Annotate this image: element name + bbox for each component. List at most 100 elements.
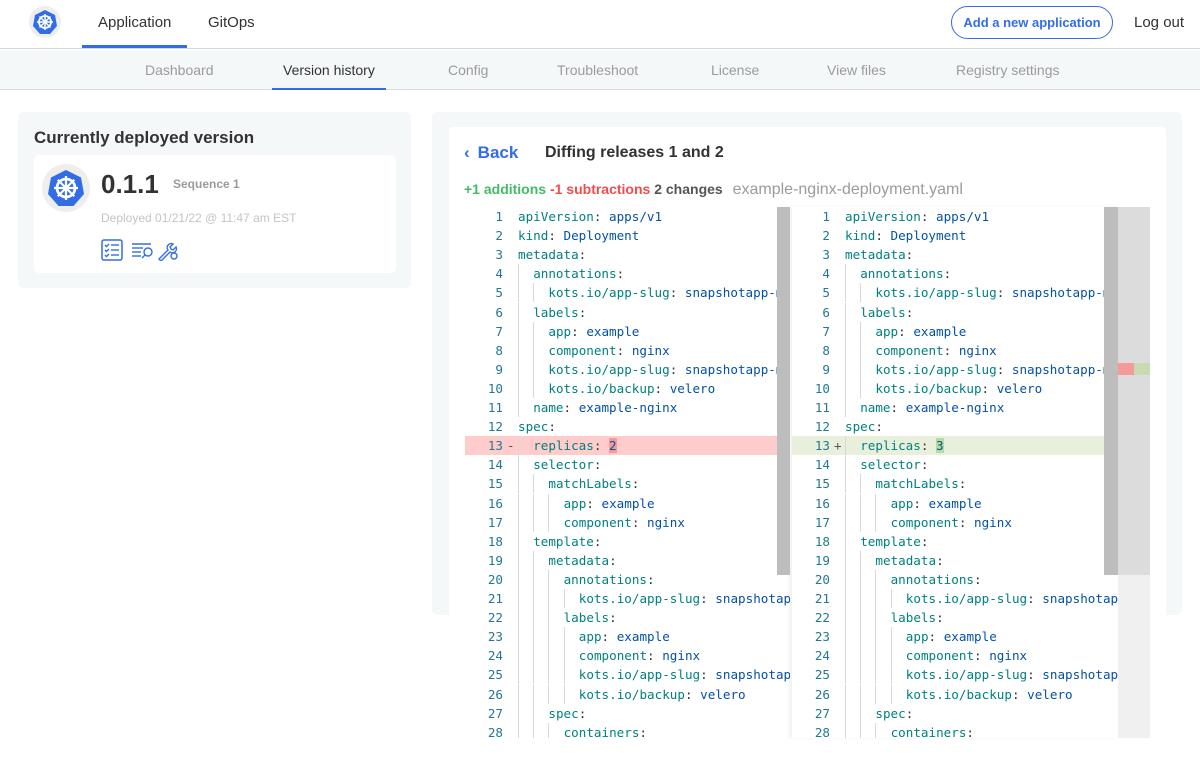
- indent-guide: [533, 321, 535, 341]
- indent-guide: [533, 608, 535, 628]
- indent-guide: [518, 608, 519, 628]
- line-number: 6: [495, 304, 503, 320]
- indent-guide: [518, 264, 519, 284]
- subtab-registry-settings[interactable]: Registry settings: [956, 62, 1060, 78]
- checklist-icon[interactable]: [101, 239, 123, 261]
- line-number: 3: [822, 247, 830, 263]
- line-number: 14: [487, 457, 503, 473]
- logout-link[interactable]: Log out: [1134, 14, 1185, 31]
- code-text: kots.io/app-slug: snapshotap: [905, 591, 1118, 606]
- indent-guide: [548, 569, 550, 589]
- line-number: 19: [487, 552, 503, 568]
- tab-gitops[interactable]: GitOps: [208, 14, 255, 31]
- code-line: 2 kind: Deployment: [465, 226, 790, 245]
- line-number: 8: [495, 342, 503, 358]
- indent-guide: [845, 627, 846, 647]
- log-search-icon[interactable]: [131, 239, 155, 261]
- line-number: 23: [814, 629, 830, 645]
- add-application-button[interactable]: Add a new application: [951, 6, 1113, 39]
- kubernetes-logo-icon[interactable]: [29, 6, 61, 38]
- subtab-license[interactable]: License: [711, 62, 760, 78]
- indent-guide: [518, 589, 519, 609]
- indent-guide: [845, 436, 846, 456]
- diff-marker: +: [834, 438, 842, 454]
- right-scrollbar[interactable]: [1104, 207, 1118, 575]
- code-text: annotations:: [563, 571, 655, 587]
- code-line: 4 annotations:: [792, 264, 1118, 284]
- code-line: 13 + replicas: 3: [792, 436, 1118, 456]
- indent-guide: [875, 722, 877, 738]
- line-number: 26: [814, 686, 830, 702]
- subtab-dashboard[interactable]: Dashboard: [145, 62, 214, 78]
- indent-guide: [875, 512, 877, 532]
- code-line: 14 selector:: [465, 455, 790, 475]
- code-line: 8 component: nginx: [792, 340, 1118, 360]
- top-bar: Application GitOps Add a new application…: [0, 0, 1200, 49]
- tab-application[interactable]: Application: [82, 14, 188, 48]
- indent-guide: [860, 589, 862, 609]
- line-number: 21: [487, 591, 503, 606]
- indent-guide: [845, 589, 846, 609]
- code-line: 5 kots.io/app-slug: snapshotapp-mu: [465, 283, 790, 303]
- line-number: 27: [487, 705, 503, 721]
- back-button[interactable]: ‹ Back: [464, 143, 519, 162]
- code-line: 15 matchLabels:: [465, 474, 790, 494]
- subtab-version-history[interactable]: Version history: [272, 62, 386, 90]
- indent-guide: [845, 569, 846, 589]
- overview-ruler[interactable]: [1118, 207, 1150, 575]
- subtab-view-files[interactable]: View files: [827, 62, 886, 78]
- code-text: metadata:: [518, 247, 587, 263]
- line-number: 4: [495, 266, 503, 282]
- code-line: 25 kots.io/app-slug: snapshotap: [792, 665, 1118, 685]
- code-line: 9 kots.io/app-slug: snapshotapp-mu: [792, 359, 1118, 379]
- line-number: 27: [814, 705, 830, 721]
- indent-guide: [533, 512, 535, 532]
- indent-guide: [875, 608, 877, 628]
- original-editor[interactable]: 1 apiVersion: apps/v1 2 kind: Deployment 3 me…: [465, 207, 790, 738]
- line-number: 22: [814, 610, 830, 626]
- chevron-left-icon: ‹: [464, 143, 470, 162]
- code-text: component: nginx: [905, 648, 1028, 664]
- line-number: 8: [822, 342, 830, 358]
- code-text: matchLabels:: [548, 476, 640, 492]
- line-number: 13: [814, 438, 830, 454]
- line-number: 5: [822, 285, 830, 301]
- code-text: component: nginx: [563, 514, 685, 530]
- line-number: 20: [814, 571, 830, 587]
- code-text: spec:: [518, 419, 556, 435]
- indent-guide: [548, 665, 550, 685]
- indent-guide: [548, 589, 550, 609]
- indent-guide: [518, 569, 519, 589]
- line-number: 18: [487, 533, 503, 549]
- indent-guide: [875, 646, 877, 666]
- code-text: metadata:: [875, 552, 944, 568]
- indent-guide: [533, 665, 535, 685]
- code-line: 24 component: nginx: [792, 646, 1118, 666]
- indent-guide: [533, 722, 535, 738]
- wrench-gear-icon[interactable]: [157, 239, 179, 261]
- code-text: metadata:: [845, 247, 914, 263]
- sub-navigation: Dashboard Version history Config Trouble…: [0, 50, 1200, 90]
- code-text: labels:: [563, 610, 617, 626]
- indent-guide: [890, 684, 892, 704]
- subtab-config[interactable]: Config: [448, 62, 489, 78]
- subtab-troubleshoot[interactable]: Troubleshoot: [557, 62, 639, 78]
- code-line: 19 metadata:: [792, 550, 1118, 570]
- code-line: 21 kots.io/app-slug: snapshotap: [792, 589, 1118, 609]
- modified-editor[interactable]: 1 apiVersion: apps/v1 2 kind: Deployment 3 me…: [792, 207, 1118, 738]
- code-line: 3 metadata:: [792, 245, 1118, 264]
- indent-guide: [845, 474, 846, 494]
- indent-guide: [518, 665, 519, 685]
- left-scrollbar[interactable]: [777, 207, 790, 575]
- indent-guide: [548, 684, 550, 704]
- code-line: 25 kots.io/app-slug: snapshotap: [465, 665, 790, 685]
- code-text: app: example: [905, 629, 997, 645]
- diff-title: Diffing releases 1 and 2: [545, 144, 724, 161]
- code-text: template:: [533, 533, 602, 549]
- indent-guide: [860, 493, 862, 513]
- code-text: annotations:: [860, 266, 952, 282]
- line-number: 20: [487, 571, 503, 587]
- code-text: app: example: [563, 495, 655, 511]
- line-number: 2: [495, 228, 503, 244]
- code-text: annotations:: [533, 266, 625, 282]
